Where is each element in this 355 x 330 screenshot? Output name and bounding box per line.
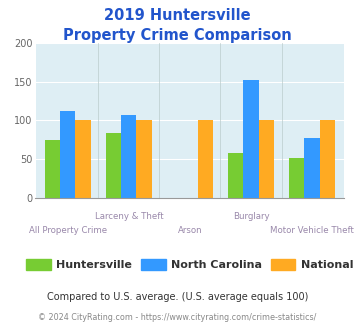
Bar <box>228 153 244 198</box>
Bar <box>121 115 136 198</box>
Text: Motor Vehicle Theft: Motor Vehicle Theft <box>270 226 354 235</box>
Text: Property Crime Comparison: Property Crime Comparison <box>63 28 292 43</box>
Text: Larceny & Theft: Larceny & Theft <box>94 212 163 221</box>
Bar <box>305 138 320 198</box>
Text: Arson: Arson <box>178 226 202 235</box>
Text: 2019 Huntersville: 2019 Huntersville <box>104 8 251 23</box>
Bar <box>289 158 305 198</box>
Bar <box>320 120 335 198</box>
Text: All Property Crime: All Property Crime <box>29 226 107 235</box>
Bar <box>136 120 152 198</box>
Legend: Huntersville, North Carolina, National: Huntersville, North Carolina, National <box>22 255 355 275</box>
Bar <box>60 111 75 198</box>
Bar <box>75 120 91 198</box>
Bar <box>244 80 259 198</box>
Text: © 2024 CityRating.com - https://www.cityrating.com/crime-statistics/: © 2024 CityRating.com - https://www.city… <box>38 313 317 322</box>
Bar <box>259 120 274 198</box>
Bar <box>45 140 60 198</box>
Bar <box>106 133 121 198</box>
Bar <box>198 120 213 198</box>
Text: Burglary: Burglary <box>233 212 269 221</box>
Text: Compared to U.S. average. (U.S. average equals 100): Compared to U.S. average. (U.S. average … <box>47 292 308 302</box>
